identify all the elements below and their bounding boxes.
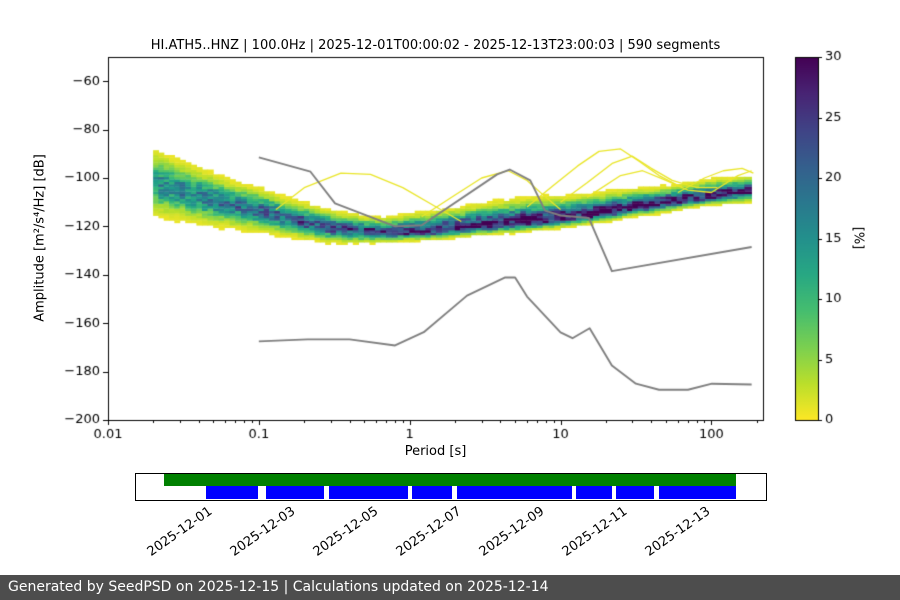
status-text: Generated by SeedPSD on 2025-12-15 | Cal…	[8, 579, 549, 595]
coverage-segment-blue	[658, 486, 737, 499]
coverage-segment-blue	[205, 486, 259, 499]
colorbar-label: [%]	[850, 226, 866, 250]
status-bar: Generated by SeedPSD on 2025-12-15 | Cal…	[0, 575, 900, 600]
coverage-segment-blue	[616, 486, 655, 499]
coverage-timeline	[135, 473, 767, 501]
coverage-segment-green	[163, 474, 737, 486]
coverage-segment-blue	[576, 486, 612, 499]
x-axis-label: Period [s]	[404, 444, 467, 459]
ppsd-plot-canvas	[0, 0, 900, 560]
coverage-segment-blue	[265, 486, 325, 499]
coverage-segment-blue	[328, 486, 408, 499]
coverage-segment-blue	[456, 486, 572, 499]
coverage-segment-blue	[411, 486, 453, 499]
